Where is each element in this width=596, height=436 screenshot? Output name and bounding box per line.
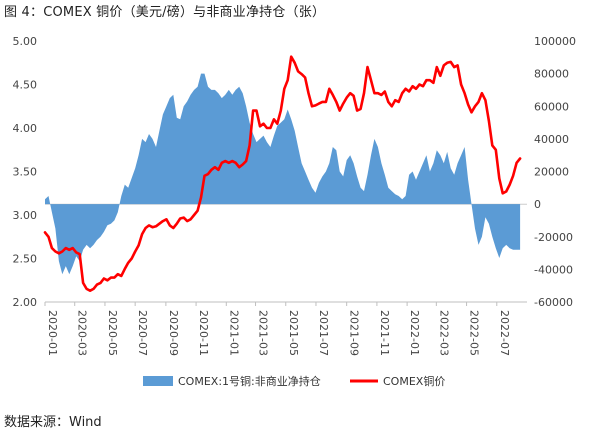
right-axis-tick-label: 80000 bbox=[534, 68, 569, 81]
right-axis-tick-label: -20000 bbox=[534, 231, 573, 244]
plot-frame bbox=[45, 203, 527, 303]
right-axis-tick-label: 40000 bbox=[534, 133, 569, 146]
x-axis-tick-label: 2020-07 bbox=[136, 310, 149, 356]
net-position-area bbox=[45, 73, 521, 275]
left-axis-tick-label: 4.00 bbox=[13, 122, 38, 135]
x-axis-tick-labels: 2020-01 2020-03 2020-05 2020-07 2020-09 2020-… bbox=[44, 302, 511, 356]
left-axis-tick-labels: 2.00 2.50 3.00 3.50 4.00 4.50 5.00 bbox=[13, 35, 38, 309]
x-axis-tick-label: 2020-05 bbox=[106, 310, 119, 356]
left-axis-tick-label: 2.50 bbox=[13, 253, 38, 266]
right-axis-tick-label: 100000 bbox=[534, 35, 576, 48]
x-axis-tick-label: 2022-01 bbox=[408, 310, 421, 356]
left-axis-tick-label: 5.00 bbox=[13, 35, 38, 48]
x-axis-tick-label: 2022-07 bbox=[498, 310, 511, 356]
x-axis-tick-label: 2021-11 bbox=[378, 310, 391, 356]
right-axis-tick-label: 60000 bbox=[534, 100, 569, 113]
x-axis-tick-label: 2020-11 bbox=[197, 310, 210, 356]
x-axis-tick-label: 2020-09 bbox=[167, 310, 180, 356]
x-axis-tick-label: 2021-03 bbox=[257, 310, 270, 356]
x-axis-tick-label: 2021-01 bbox=[227, 310, 240, 356]
left-axis-tick-label: 3.50 bbox=[13, 166, 38, 179]
x-axis-tick-label: 2020-01 bbox=[46, 310, 59, 356]
right-axis-tick-label: 0 bbox=[534, 198, 541, 211]
x-axis-tick-label: 2021-09 bbox=[348, 310, 361, 356]
left-axis-tick-label: 2.00 bbox=[13, 296, 38, 309]
legend-label-copper-price: COMEX铜价 bbox=[383, 374, 445, 388]
source-note: 数据来源：Wind bbox=[4, 415, 102, 430]
copper-price-line bbox=[43, 55, 522, 293]
x-axis-tick-label: 2022-03 bbox=[437, 310, 450, 356]
legend: COMEX:1号铜:非商业净持仓 COMEX铜价 bbox=[143, 374, 445, 388]
legend-swatch-net-position bbox=[143, 376, 173, 386]
x-axis-tick-label: 2021-07 bbox=[317, 310, 330, 356]
legend-label-net-position: COMEX:1号铜:非商业净持仓 bbox=[178, 374, 321, 388]
x-axis-tick-label: 2022-05 bbox=[468, 310, 481, 356]
right-axis-tick-label: -40000 bbox=[534, 263, 573, 276]
left-axis-tick-label: 4.50 bbox=[13, 79, 38, 92]
copper-price-line-layer bbox=[43, 55, 522, 293]
right-axis-tick-label: -60000 bbox=[534, 296, 573, 309]
right-axis-tick-label: 20000 bbox=[534, 166, 569, 179]
x-axis-tick-label: 2020-03 bbox=[76, 310, 89, 356]
left-axis-tick-label: 3.00 bbox=[13, 209, 38, 222]
x-axis-tick-label: 2021-05 bbox=[287, 310, 300, 356]
net-position-area-layer bbox=[45, 73, 521, 275]
right-axis-tick-labels: -60000 -40000 -20000 0 20000 40000 60000 80000 1… bbox=[534, 35, 576, 309]
figure-title: 图 4：COMEX 铜价（美元/磅）与非商业净持仓（张） bbox=[4, 5, 326, 20]
